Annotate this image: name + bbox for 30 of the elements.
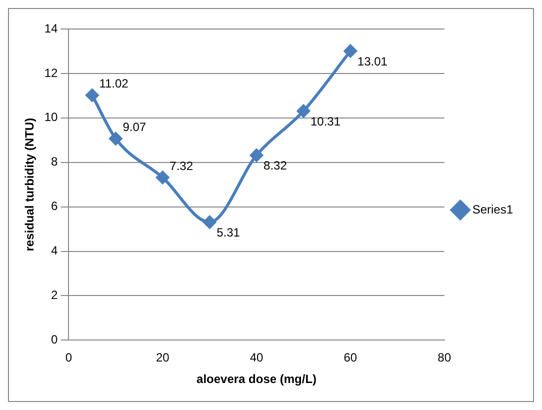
- point: [203, 216, 216, 229]
- data-label: 13.01: [357, 54, 388, 68]
- data-label: 5.31: [216, 225, 240, 240]
- data-label: 9.07: [122, 120, 146, 134]
- point: [156, 170, 170, 184]
- point: [344, 44, 357, 58]
- legend-label: Series1: [472, 202, 514, 216]
- y-tick-label: 4: [51, 244, 58, 258]
- data-label: 10.31: [310, 114, 341, 128]
- point: [86, 88, 99, 102]
- x-tick-label: 60: [344, 350, 358, 365]
- y-tick-label: 6: [51, 199, 58, 214]
- x-tick-label: 80: [438, 350, 452, 365]
- point: [109, 132, 122, 146]
- y-tick-label: 8: [51, 154, 58, 169]
- point: [250, 148, 264, 162]
- x-tick-label: 0: [65, 350, 72, 365]
- y-tick-label: 10: [44, 110, 58, 124]
- y-tick-label: 2: [51, 288, 58, 302]
- data-label: 11.02: [99, 76, 129, 91]
- x-tick-label: 40: [250, 350, 264, 365]
- y-tick-label: 0: [51, 332, 58, 347]
- y-tick-label: 12: [44, 66, 58, 80]
- x-axis-title: aloevera dose (mg/L): [196, 372, 317, 386]
- y-tick-label: 14: [44, 21, 58, 36]
- x-tick-label: 20: [156, 350, 170, 365]
- data-label: 7.32: [170, 158, 194, 173]
- data-label: 8.32: [264, 158, 288, 173]
- y-axis-title: residual turbidity (NTU): [22, 118, 37, 252]
- point: [296, 104, 310, 118]
